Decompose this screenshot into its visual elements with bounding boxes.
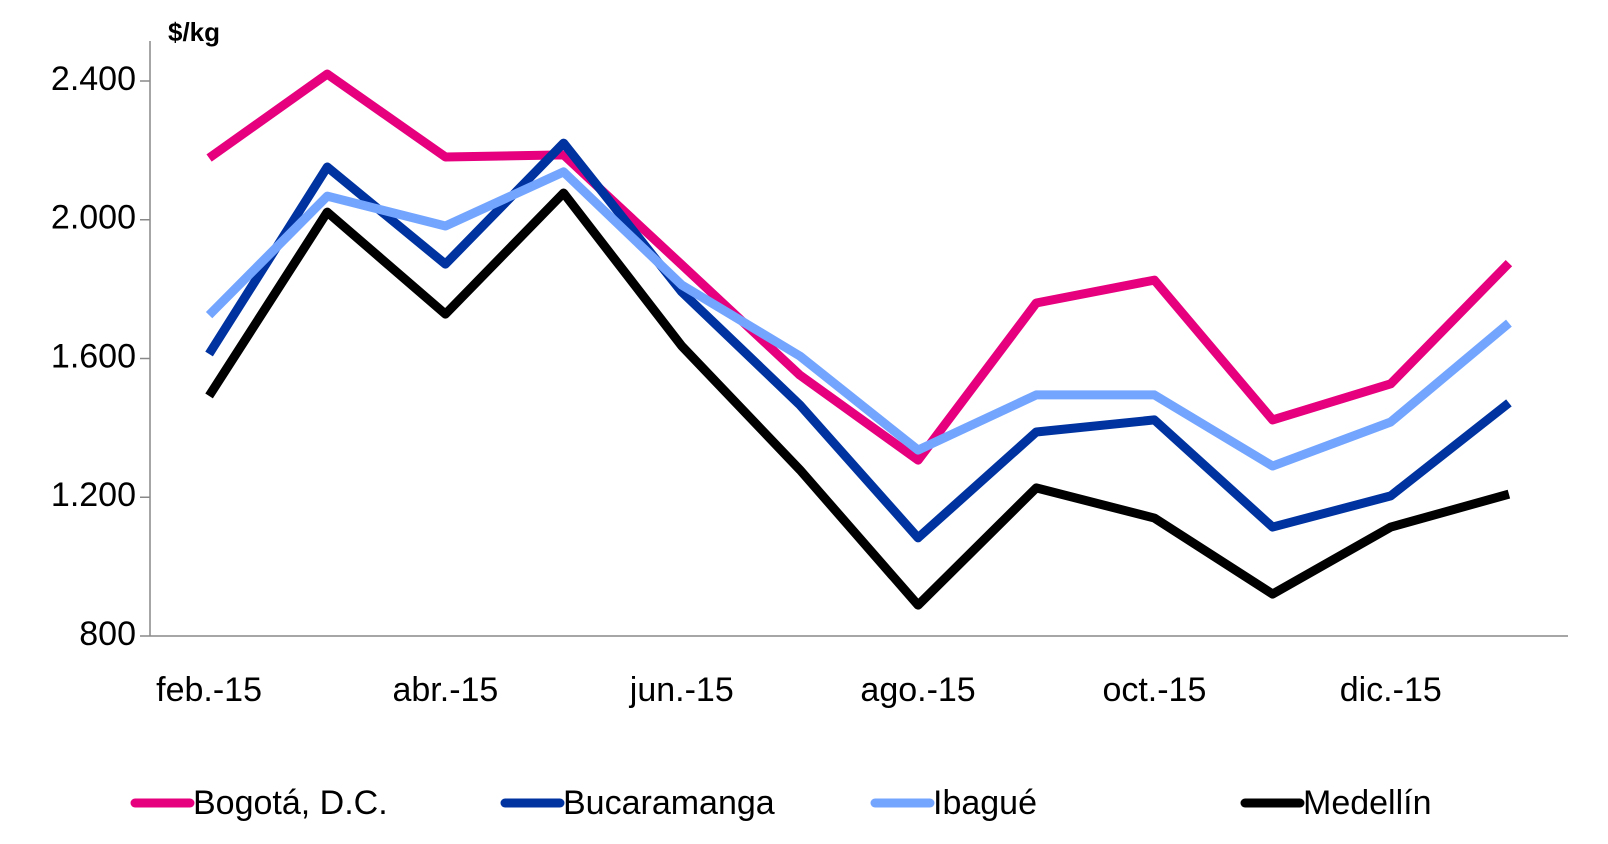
y-axis-label: $/kg	[168, 17, 220, 47]
y-tick-label: 1.200	[51, 476, 136, 514]
x-tick-label: ago.-15	[860, 671, 975, 709]
series-line	[205, 167, 1512, 471]
x-tick-label: abr.-15	[392, 671, 498, 709]
y-tick-label: 800	[79, 615, 136, 653]
x-tick-label: oct.-15	[1102, 671, 1206, 709]
series-line	[206, 69, 1513, 465]
x-tick-label: feb.-15	[156, 671, 262, 709]
series-line	[205, 188, 1511, 610]
legend-label: Ibagué	[933, 784, 1037, 822]
series-line	[205, 138, 1512, 543]
y-tick-label: 1.600	[51, 337, 136, 375]
legend-label: Bucaramanga	[563, 784, 775, 822]
legend-label: Medellín	[1303, 784, 1432, 822]
y-tick-label: 2.000	[51, 199, 136, 237]
legend-label: Bogotá, D.C.	[193, 784, 388, 822]
x-tick-label: jun.-15	[629, 671, 734, 709]
y-tick-label: 2.400	[51, 60, 136, 98]
x-tick-label: dic.-15	[1340, 671, 1442, 709]
